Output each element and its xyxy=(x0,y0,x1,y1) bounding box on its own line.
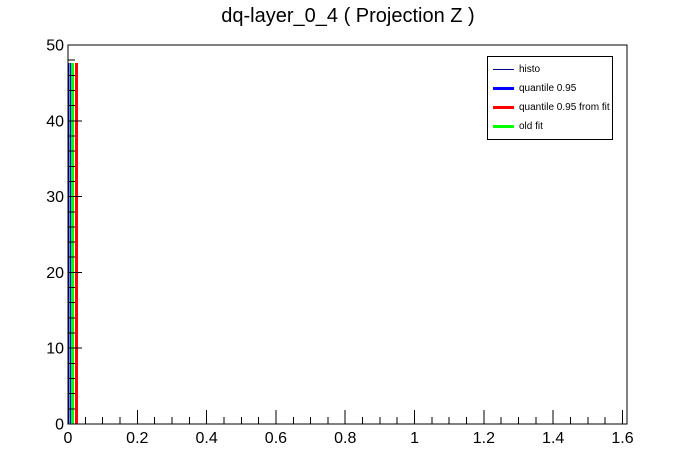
x-tick-label: 0.6 xyxy=(265,430,287,447)
legend-entry: histo xyxy=(488,61,612,79)
legend-entry: old fit xyxy=(488,118,612,136)
legend-box: histo quantile 0.95 quantile 0.95 from fit… xyxy=(487,56,613,140)
legend-line-sample xyxy=(493,106,514,109)
y-tick-label: 30 xyxy=(46,189,64,206)
legend-line-sample xyxy=(493,125,514,128)
x-tick-label: 0.4 xyxy=(195,430,217,447)
y-tick-label: 0 xyxy=(55,417,64,434)
legend-line-sample xyxy=(493,69,514,70)
y-tick-label: 10 xyxy=(46,341,64,358)
legend-entry-label: old fit xyxy=(519,121,543,132)
x-tick-label: 0.8 xyxy=(334,430,356,447)
plot-title: dq-layer_0_4 ( Projection Z ) xyxy=(221,5,475,27)
x-tick-label: 1.2 xyxy=(473,430,495,447)
y-tick-label: 40 xyxy=(46,113,64,130)
x-tick-label: 0 xyxy=(64,430,73,447)
x-tick-label: 0.2 xyxy=(126,430,148,447)
y-tick-label: 20 xyxy=(46,265,64,282)
legend-entry: quantile 0.95 from fit xyxy=(488,99,612,117)
x-tick-label: 1.6 xyxy=(611,430,633,447)
legend-entry-label: quantile 0.95 xyxy=(519,83,577,94)
plot-frame xyxy=(67,44,628,425)
x-tick-label: 1 xyxy=(410,430,419,447)
legend-entry: quantile 0.95 xyxy=(488,80,612,98)
legend-entry-label: quantile 0.95 from fit xyxy=(519,102,610,113)
y-tick-label: 50 xyxy=(46,38,64,55)
legend-entry-label: histo xyxy=(519,64,541,75)
x-tick-label: 1.4 xyxy=(542,430,564,447)
legend-line-sample xyxy=(493,87,514,90)
